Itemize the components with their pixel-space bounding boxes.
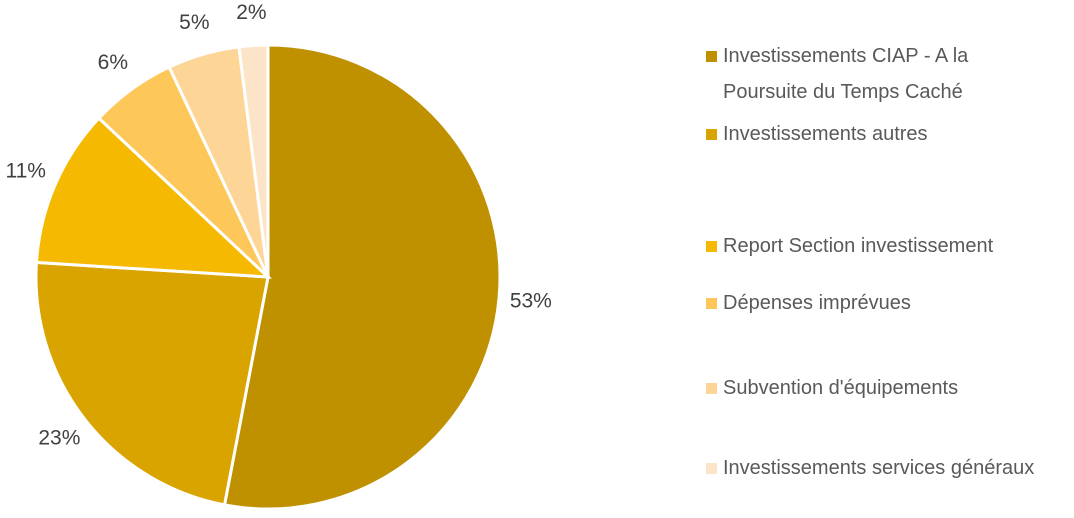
pie-slice [237, 43, 270, 278]
data-label: 11% [5, 160, 45, 183]
legend-label: Investissements services généraux [723, 457, 1035, 479]
legend-swatch [706, 463, 717, 474]
pie-slice [34, 260, 270, 507]
legend-label: Report Section investissement [723, 235, 994, 257]
legend-swatch [706, 241, 717, 252]
legend-label: Dépenses imprévues [723, 292, 911, 314]
data-label: 53% [510, 289, 552, 312]
pie-slice [34, 116, 273, 279]
legend-label: Investissements autres [723, 123, 928, 145]
data-label: 5% [179, 11, 209, 34]
legend-swatch [706, 51, 717, 62]
legend-swatch [706, 298, 717, 309]
legend-swatch [706, 383, 717, 394]
legend-swatch [706, 129, 717, 140]
data-label: 2% [236, 1, 266, 24]
legend-label: Subvention d'équipements [723, 377, 959, 399]
data-label: 6% [98, 51, 128, 74]
legend-label: Investissements CIAP - A la Poursuite du… [723, 45, 969, 103]
pie-slice [222, 43, 502, 511]
data-label: 23% [38, 426, 80, 449]
